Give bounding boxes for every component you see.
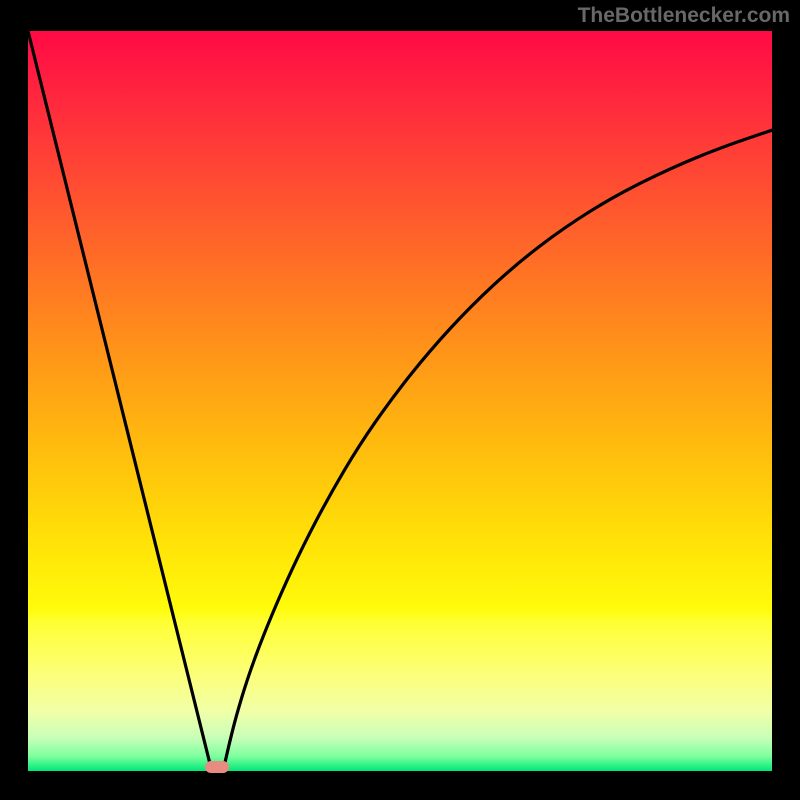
curve-layer bbox=[28, 31, 772, 771]
left-curve bbox=[28, 31, 210, 765]
right-curve bbox=[224, 130, 772, 765]
minimum-marker bbox=[205, 761, 229, 773]
plot-area bbox=[28, 31, 772, 771]
chart-container: TheBottlenecker.com bbox=[0, 0, 800, 800]
watermark-text: TheBottlenecker.com bbox=[578, 4, 790, 28]
